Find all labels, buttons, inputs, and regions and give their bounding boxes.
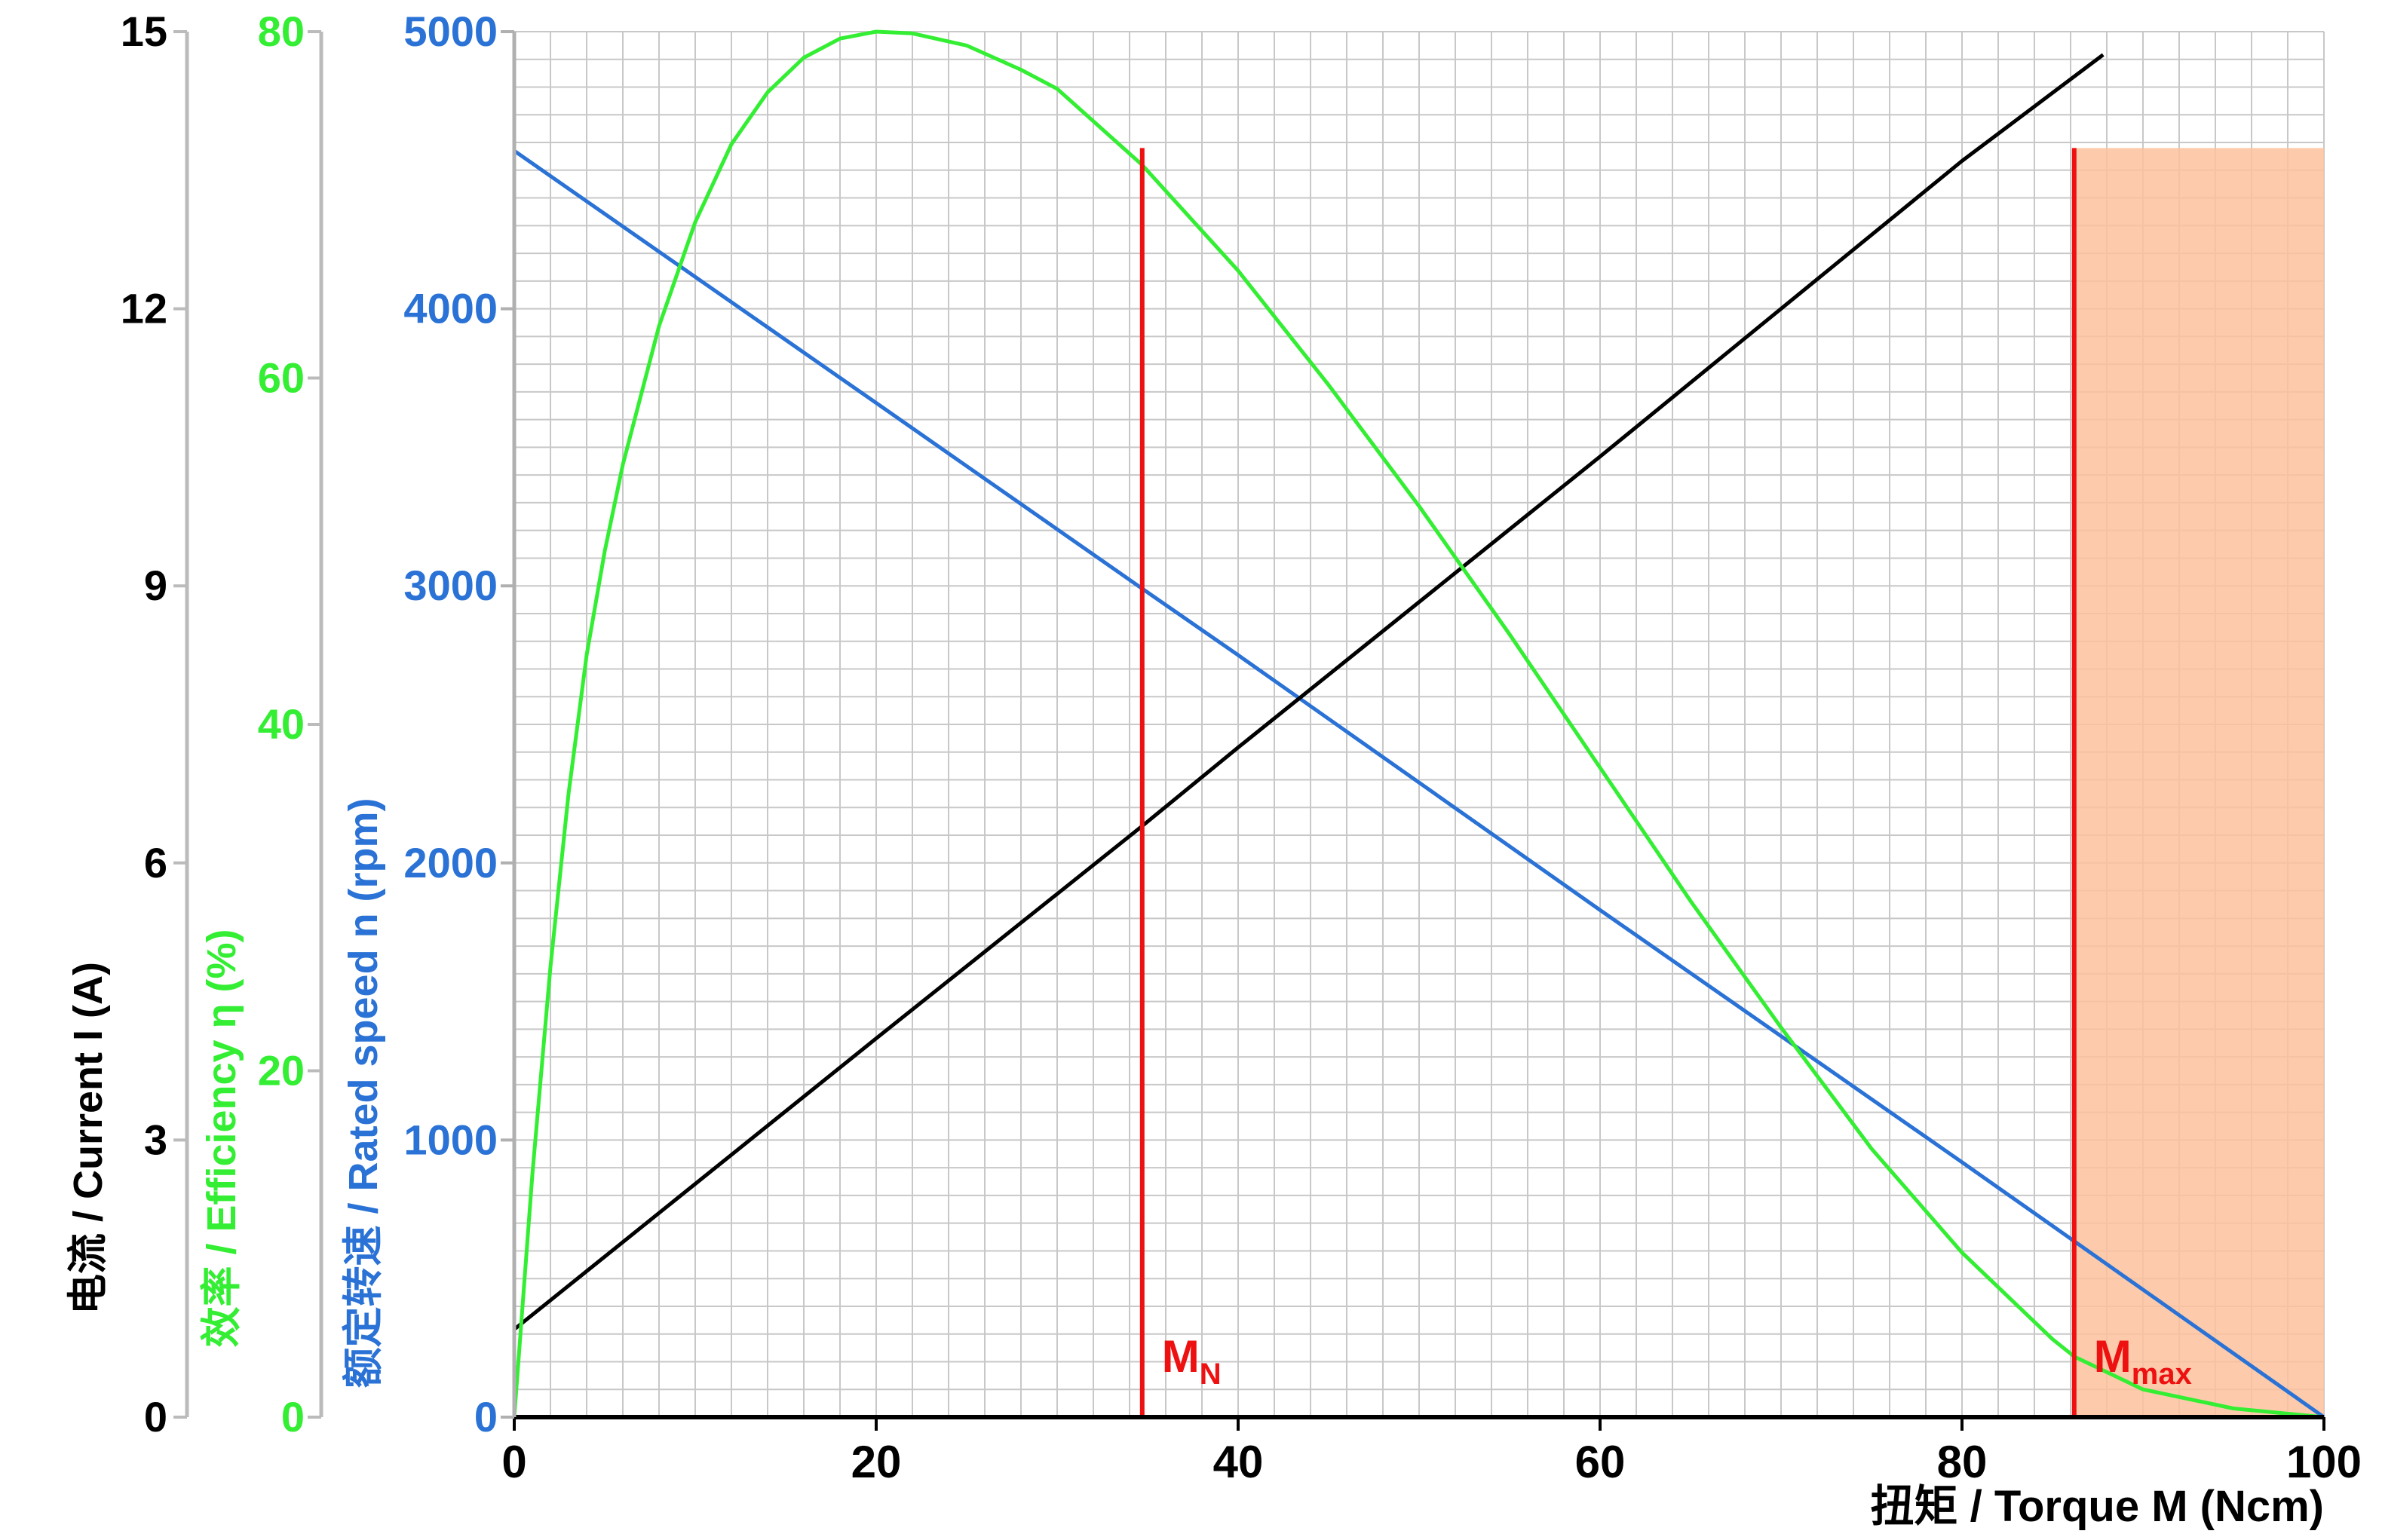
- current-tick-label: 9: [144, 562, 167, 609]
- x-tick-label: 0: [501, 1437, 526, 1487]
- current-tick-label: 15: [121, 8, 167, 55]
- ref-label-N: MN: [1162, 1331, 1222, 1391]
- x-tick-label: 40: [1213, 1437, 1264, 1487]
- x-tick-label: 60: [1575, 1437, 1626, 1487]
- speed-tick-label: 1000: [403, 1116, 498, 1163]
- speed-tick-label: 0: [474, 1393, 498, 1440]
- overload-zone: [2074, 148, 2324, 1418]
- x-tick-label: 20: [851, 1437, 902, 1487]
- speed-tick-label: 3000: [403, 562, 498, 609]
- efficiency-tick-label: 80: [258, 8, 305, 55]
- x-axis-title: 扭矩 / Torque M (Ncm): [1871, 1482, 2324, 1531]
- efficiency-tick-label: 0: [281, 1393, 305, 1440]
- ref-label-subscript: N: [1200, 1358, 1222, 1391]
- efficiency-tick-label: 40: [258, 700, 305, 748]
- ref-label-subscript: max: [2132, 1358, 2192, 1391]
- x-tick-label: 100: [2286, 1437, 2362, 1487]
- speed-tick-label: 2000: [403, 839, 498, 886]
- efficiency-axis-title: 效率 / Efficiency η (%): [199, 929, 244, 1347]
- series-efficiency-line: [512, 29, 2325, 1419]
- speed-axis-title: 额定转速 / Rated speed n (rpm): [341, 798, 386, 1388]
- current-tick-label: 0: [144, 1393, 167, 1440]
- current-tick-label: 12: [121, 285, 167, 332]
- reference-lines: [1139, 148, 2077, 1417]
- series-group: [512, 29, 2325, 1419]
- overload-region: [2074, 148, 2324, 1418]
- current-axis-title: 电流 / Current I (A): [66, 962, 111, 1315]
- grid: [513, 31, 2325, 1418]
- series-speed-line: [513, 149, 2325, 1419]
- efficiency-tick-label: 60: [258, 354, 305, 402]
- speed-tick-label: 5000: [403, 8, 498, 55]
- speed-tick-label: 4000: [403, 285, 498, 332]
- current-tick-label: 3: [144, 1116, 167, 1163]
- axes: [173, 30, 2325, 1431]
- x-tick-label: 80: [1937, 1437, 1988, 1487]
- current-tick-label: 6: [144, 839, 167, 886]
- efficiency-tick-label: 20: [258, 1047, 305, 1095]
- series-current-line: [513, 53, 2105, 1331]
